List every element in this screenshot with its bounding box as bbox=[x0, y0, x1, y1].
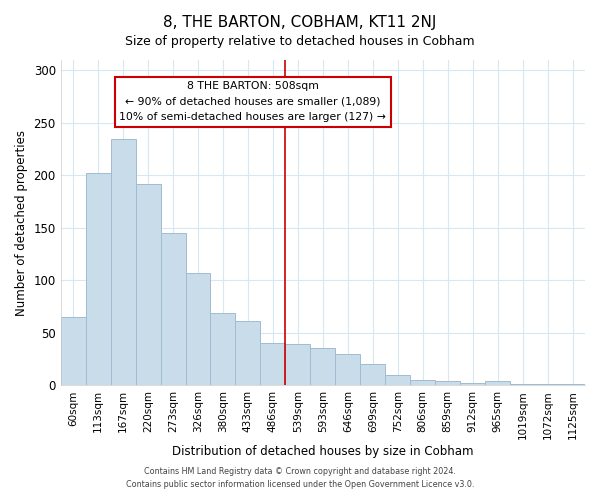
Text: 8 THE BARTON: 508sqm
← 90% of detached houses are smaller (1,089)
10% of semi-de: 8 THE BARTON: 508sqm ← 90% of detached h… bbox=[119, 81, 386, 122]
Bar bbox=[185, 273, 211, 386]
Text: Contains HM Land Registry data © Crown copyright and database right 2024.
Contai: Contains HM Land Registry data © Crown c… bbox=[126, 467, 474, 489]
Bar bbox=[410, 380, 435, 386]
Y-axis label: Number of detached properties: Number of detached properties bbox=[15, 130, 28, 316]
Bar bbox=[385, 375, 410, 386]
Bar bbox=[61, 317, 86, 386]
Bar bbox=[286, 344, 310, 386]
Bar bbox=[161, 233, 185, 386]
X-axis label: Distribution of detached houses by size in Cobham: Distribution of detached houses by size … bbox=[172, 444, 473, 458]
Bar bbox=[460, 383, 485, 386]
Bar bbox=[485, 381, 510, 386]
Bar bbox=[360, 364, 385, 386]
Bar bbox=[435, 381, 460, 386]
Bar bbox=[560, 384, 585, 386]
Bar bbox=[235, 322, 260, 386]
Bar bbox=[310, 348, 335, 386]
Bar bbox=[335, 354, 360, 386]
Bar bbox=[86, 174, 110, 386]
Text: Size of property relative to detached houses in Cobham: Size of property relative to detached ho… bbox=[125, 35, 475, 48]
Bar bbox=[260, 344, 286, 386]
Bar bbox=[535, 384, 560, 386]
Bar bbox=[136, 184, 161, 386]
Bar bbox=[110, 138, 136, 386]
Bar bbox=[211, 313, 235, 386]
Text: 8, THE BARTON, COBHAM, KT11 2NJ: 8, THE BARTON, COBHAM, KT11 2NJ bbox=[163, 15, 437, 30]
Bar bbox=[510, 384, 535, 386]
